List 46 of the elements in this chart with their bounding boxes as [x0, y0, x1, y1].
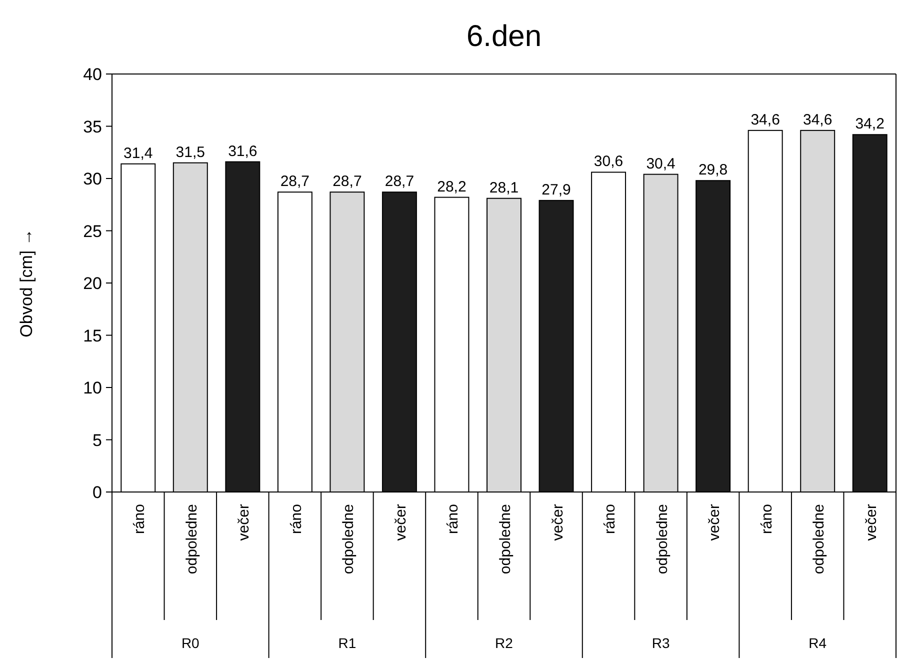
- data-label: 28,7: [332, 173, 362, 190]
- text: R0: [181, 635, 200, 651]
- y-tick-label: 15: [83, 326, 102, 346]
- data-label: 28,7: [384, 173, 414, 190]
- y-tick-label: 35: [83, 117, 102, 136]
- y-tick-label: 5: [92, 430, 102, 450]
- data-label: 31,4: [124, 144, 153, 162]
- data-label: 28,1: [489, 179, 519, 196]
- data-label: 28,2: [437, 178, 466, 196]
- data-label: 31,5: [176, 144, 205, 161]
- data-label: 31,6: [228, 142, 258, 160]
- x-tick-label: odpoledne: [654, 504, 671, 574]
- data-label: 34,2: [855, 116, 884, 133]
- x-tick-label: odpoledne: [497, 504, 514, 574]
- data-label: 29,8: [698, 162, 728, 179]
- x-tick-label: večer: [392, 504, 410, 541]
- data-label: 34,6: [803, 111, 832, 128]
- y-tick-label: 30: [83, 170, 102, 188]
- chart-title: 6.den: [466, 20, 542, 53]
- y-tick-label: 10: [83, 378, 102, 398]
- x-tick-label: odpoledne: [810, 504, 828, 574]
- data-label: 34,6: [750, 111, 780, 128]
- data-label: 30,6: [594, 153, 624, 170]
- y-axis-title: Obvod [cm] →: [17, 228, 36, 338]
- x-tick-label: ráno: [444, 504, 462, 534]
- text: R3: [652, 635, 670, 651]
- x-tick-label: ráno: [131, 504, 148, 534]
- x-tick-label: odpoledne: [340, 504, 358, 574]
- data-label: 30,4: [646, 155, 676, 172]
- x-tick-label: odpoledne: [183, 504, 200, 574]
- x-tick-label: večer: [236, 504, 253, 541]
- x-tick-label: ráno: [602, 504, 619, 534]
- data-label: 28,7: [280, 173, 310, 190]
- y-tick-label: 25: [83, 222, 102, 241]
- data-label: 27,9: [542, 181, 571, 198]
- x-tick-label: ráno: [758, 504, 776, 534]
- y-tick-label: 0: [92, 483, 102, 502]
- y-tick-label: 40: [83, 65, 102, 84]
- text: R1: [338, 635, 356, 651]
- text: R2: [495, 635, 514, 651]
- x-tick-label: večer: [549, 504, 566, 541]
- y-tick-label: 20: [83, 274, 102, 293]
- x-tick-label: večer: [706, 504, 724, 541]
- text: R4: [808, 635, 827, 651]
- x-tick-label: večer: [862, 504, 880, 541]
- x-tick-label: ráno: [288, 504, 305, 534]
